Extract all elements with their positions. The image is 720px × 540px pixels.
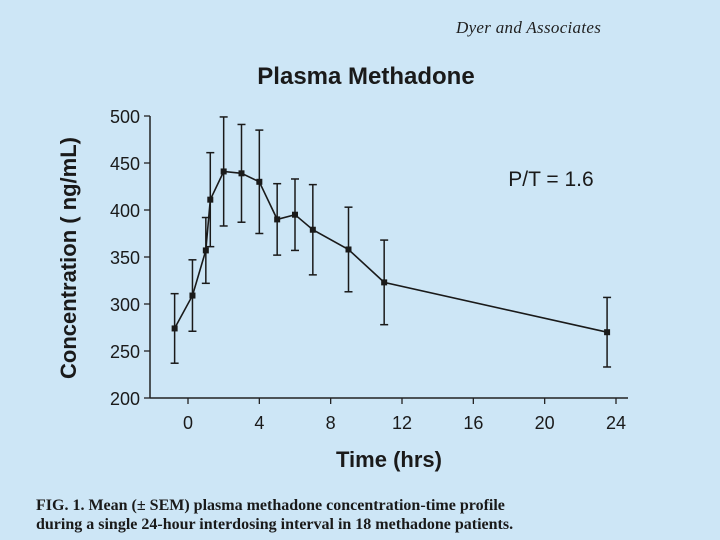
- data-point-marker: [189, 292, 196, 299]
- x-tick-label: 0: [183, 413, 193, 433]
- data-point-marker: [292, 211, 298, 218]
- y-tick-label: 350: [110, 248, 140, 268]
- x-axis-label: Time (hrs): [336, 447, 442, 472]
- figure-caption: FIG. 1. Mean (± SEM) plasma methadone co…: [36, 496, 696, 534]
- caption-line-1-text: Mean (± SEM) plasma methadone concentrat…: [88, 497, 505, 514]
- data-point-marker: [274, 216, 281, 223]
- data-point-marker: [238, 170, 245, 177]
- y-tick-label: 400: [110, 201, 140, 221]
- caption-line-2: during a single 24-hour interdosing inte…: [36, 516, 514, 533]
- x-tick-label: 16: [463, 413, 483, 433]
- y-axis-label: Concentration ( ng/mL): [56, 137, 81, 379]
- y-tick-label: 500: [110, 107, 140, 127]
- caption-line-1: FIG. 1. Mean (± SEM) plasma methadone co…: [36, 496, 696, 515]
- data-point-marker: [202, 247, 209, 254]
- data-point-marker: [220, 168, 227, 175]
- pt-ratio-annotation: P/T = 1.6: [508, 168, 593, 191]
- attribution-text: Dyer and Associates: [456, 18, 602, 37]
- data-point-marker: [345, 246, 352, 253]
- data-point-marker: [604, 329, 611, 336]
- x-tick-label: 4: [254, 413, 264, 433]
- y-tick-label: 200: [110, 389, 140, 409]
- x-tick-label: 8: [326, 413, 336, 433]
- data-point-marker: [309, 226, 316, 233]
- chart-title: Plasma Methadone: [257, 63, 474, 90]
- y-tick-label: 300: [110, 295, 140, 315]
- data-point-marker: [207, 196, 214, 203]
- y-tick-label: 250: [110, 342, 140, 362]
- data-point-marker: [256, 178, 263, 185]
- data-point-marker: [171, 325, 178, 332]
- x-tick-label: 24: [606, 413, 626, 433]
- caption-figure-label: FIG. 1.: [36, 497, 85, 514]
- series-line: [173, 170, 608, 333]
- y-tick-label: 450: [110, 154, 140, 174]
- data-point-marker: [381, 279, 388, 286]
- x-tick-label: 12: [392, 413, 412, 433]
- x-tick-label: 20: [535, 413, 555, 433]
